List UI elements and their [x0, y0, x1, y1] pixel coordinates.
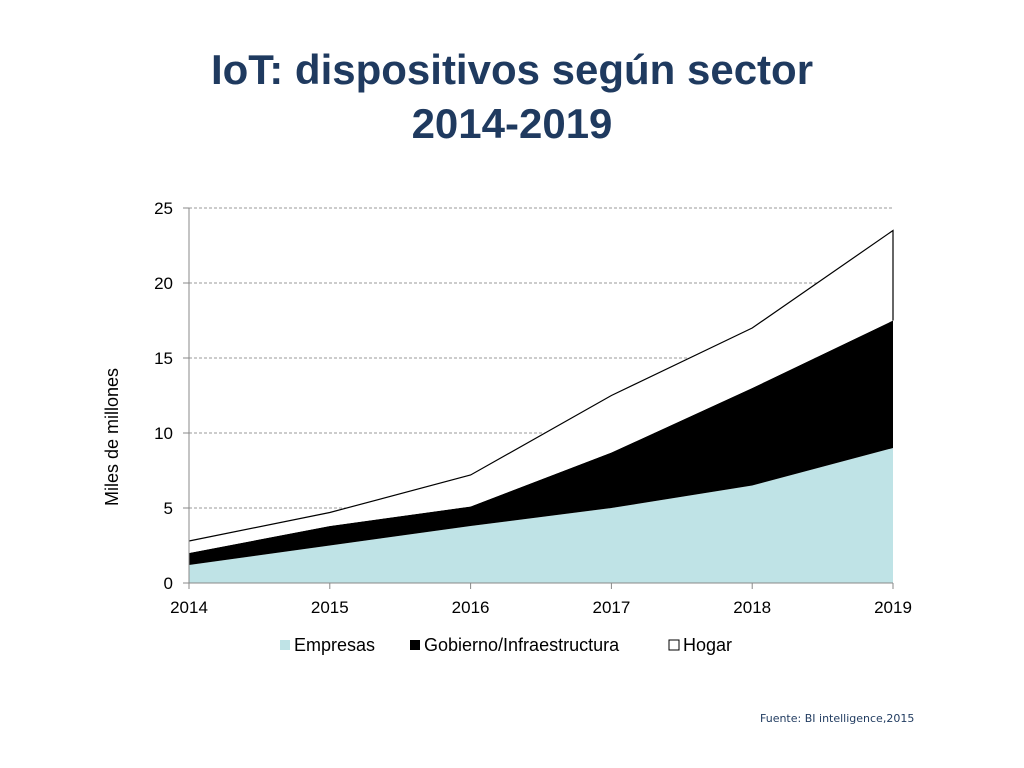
area-hogar-outline: [188, 229, 894, 542]
slide-title: IoT: dispositivos según sector: [210, 46, 814, 93]
legend-swatch: [668, 639, 680, 651]
legend-swatch: [280, 640, 290, 650]
tick-labels: 0 5 10 15 20 25 2014 2015 2016 2017 2018 2019: [154, 199, 912, 617]
y-tick-label: 15: [154, 349, 173, 368]
x-tick-label: 2015: [311, 598, 349, 617]
x-tick-label: 2017: [592, 598, 630, 617]
x-tick-label: 2019: [874, 598, 912, 617]
x-tick-label: 2018: [733, 598, 771, 617]
legend: Empresas Gobierno/Infraestructura Hogar: [280, 635, 732, 655]
legend-label: Empresas: [294, 635, 375, 655]
x-tick-label: 2014: [170, 598, 208, 617]
y-axis-label: Miles de millones: [102, 368, 122, 506]
legend-swatch: [410, 640, 420, 650]
legend-label: Gobierno/Infraestructura: [424, 635, 620, 655]
y-tick-label: 0: [164, 574, 173, 593]
slide-subtitle-years: 2014-2019: [411, 100, 613, 147]
x-tick-label: 2016: [452, 598, 490, 617]
source-note: Fuente: BI intelligence,2015: [760, 712, 915, 725]
axes: [188, 208, 894, 589]
area-empresas: [189, 448, 893, 583]
y-tick-label: 20: [154, 274, 173, 293]
legend-label: Hogar: [683, 635, 732, 655]
y-tick-label: 25: [154, 199, 173, 218]
y-tick-label: 5: [164, 499, 173, 518]
y-tick-label: 10: [154, 424, 173, 443]
area-series: [188, 229, 894, 583]
area-gobierno: [189, 320, 893, 565]
